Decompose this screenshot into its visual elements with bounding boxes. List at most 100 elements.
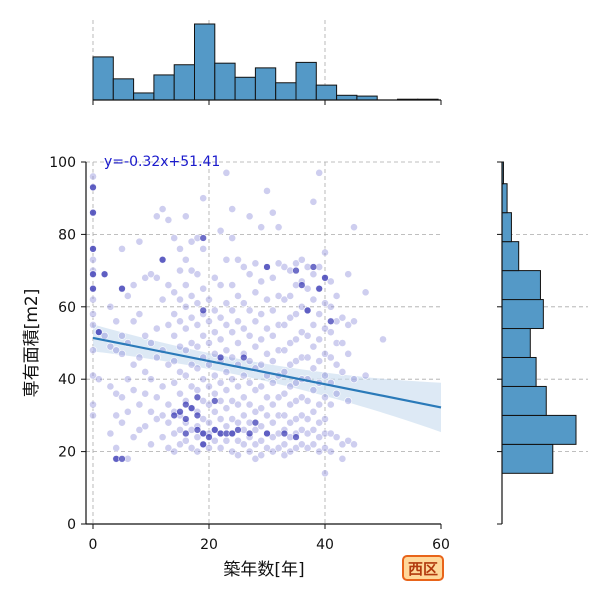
scatter-point: [268, 400, 277, 409]
scatter-point: [326, 277, 335, 286]
scatter-point: [344, 436, 353, 445]
scatter-point: [309, 440, 318, 449]
scatter-point: [234, 451, 242, 460]
scatter-point: [297, 440, 306, 449]
scatter-point: [199, 331, 208, 340]
scatter-point: [170, 447, 179, 456]
scatter-point: [245, 400, 254, 409]
scatter-point: [234, 418, 242, 427]
scatter-point: [257, 360, 266, 369]
scatter-point: [135, 400, 144, 409]
scatter-point: [152, 324, 161, 333]
scatter-point: [216, 335, 225, 344]
scatter-point: [106, 302, 115, 311]
right-hist-bar-7: [501, 241, 520, 272]
right-hist-bar-6: [501, 270, 541, 301]
right-hist-bar-8: [501, 212, 512, 243]
scatter-point: [344, 397, 353, 405]
scatter-point: [297, 425, 306, 434]
scatter-point: [210, 371, 219, 380]
scatter-point: [245, 331, 254, 340]
top-hist-bar-7: [234, 76, 256, 101]
scatter-point: [228, 353, 237, 362]
scatter-point: [257, 451, 266, 460]
scatter-point: [286, 382, 295, 391]
scatter-point: [321, 415, 329, 423]
scatter-point: [350, 223, 358, 232]
scatter-point: [332, 339, 341, 347]
scatter-point-dense: [89, 285, 97, 293]
scatter-point: [164, 400, 173, 409]
scatter-point: [216, 281, 225, 289]
scatter-point: [245, 357, 254, 365]
scatter-point: [326, 302, 335, 311]
scatter-point: [321, 393, 329, 402]
scatter-point: [205, 418, 213, 427]
scatter-point: [292, 310, 300, 318]
right-hist-bar-0: [501, 443, 554, 474]
scatter-point: [326, 328, 335, 337]
scatter-point-dense: [199, 234, 207, 242]
scatter-point-dense: [199, 429, 207, 438]
scatter-point: [257, 436, 266, 445]
scatter-point: [274, 346, 283, 355]
scatter-point-dense: [193, 426, 202, 434]
scatter-point: [170, 429, 179, 438]
top-hist-bar-2: [133, 92, 155, 101]
scatter-point: [315, 335, 324, 344]
scatter-point-dense: [292, 266, 300, 275]
y-axis-title: 専有面積[m2]: [22, 289, 42, 398]
scatter-point: [326, 447, 335, 456]
scatter-point: [344, 320, 353, 329]
scatter-point: [268, 306, 277, 315]
scatter-point-dense: [298, 281, 306, 289]
scatter-point: [309, 270, 318, 279]
scatter-point-dense: [309, 263, 318, 271]
scatter-point: [152, 273, 161, 282]
scatter-point-dense: [193, 393, 202, 401]
scatter-point: [292, 415, 300, 423]
scatter-point: [187, 339, 196, 347]
top-hist-bar-8: [254, 67, 277, 101]
y-axis-ticks: 0 20 40 60 80 100: [49, 155, 86, 533]
x-axis-ticks: 0 20 40 60: [89, 524, 450, 553]
scatter-point: [216, 378, 225, 387]
scatter-point: [193, 386, 202, 394]
scatter-point: [326, 400, 335, 409]
right-hist-bar-3: [501, 356, 537, 387]
scatter-point: [222, 386, 231, 394]
scatter-point: [321, 349, 329, 358]
scatter-point: [112, 411, 121, 420]
scatter-point: [257, 277, 266, 286]
scatter-point: [187, 292, 196, 300]
scatter-point: [158, 205, 167, 213]
scatter-point-dense: [303, 306, 312, 315]
scatter-point: [106, 382, 115, 391]
scatter-point: [152, 393, 161, 402]
scatter-point: [263, 411, 271, 420]
scatter-point: [257, 422, 266, 431]
scatter-point: [344, 270, 353, 279]
scatter-point-dense: [199, 306, 207, 315]
scatter-point: [338, 440, 347, 449]
scatter-point: [112, 346, 121, 355]
scatter-point: [199, 375, 208, 384]
scatter-point: [181, 302, 190, 311]
scatter-point: [274, 444, 283, 452]
scatter-point: [338, 313, 347, 322]
scatter-point: [135, 310, 144, 318]
scatter-point: [222, 320, 231, 329]
scatter-point-dense: [211, 426, 219, 434]
scatter-point: [193, 270, 202, 279]
scatter-point: [297, 255, 306, 264]
scatter-point: [216, 313, 225, 322]
scatter-point: [280, 368, 289, 376]
y-tick-label-2: 40: [58, 372, 76, 388]
scatter-point: [135, 353, 144, 362]
scatter-point: [228, 328, 237, 337]
scatter-point: [251, 342, 260, 351]
top-hist-bar-4: [173, 64, 195, 101]
scatter-point: [222, 404, 231, 413]
y-tick-label-4: 80: [58, 227, 76, 243]
